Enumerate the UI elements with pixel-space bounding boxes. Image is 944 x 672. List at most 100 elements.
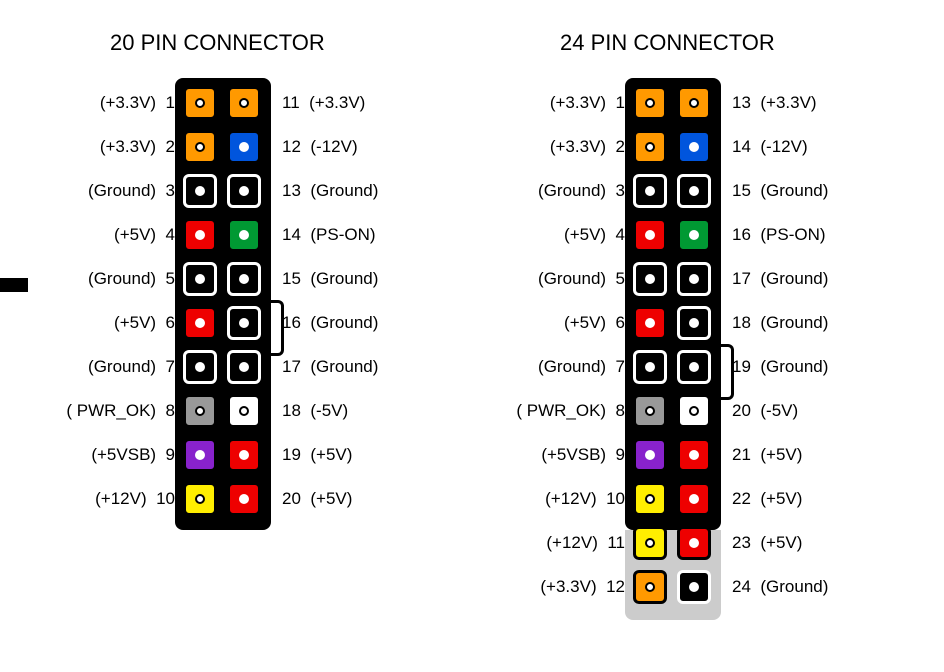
pin — [633, 262, 667, 296]
pin-hole — [689, 274, 699, 284]
pin-number: 24 — [732, 577, 751, 597]
pin — [183, 86, 217, 120]
pin-hole — [689, 142, 699, 152]
pin — [183, 482, 217, 516]
pin-number: 5 — [616, 269, 625, 289]
pin-number: 6 — [616, 313, 625, 333]
pin — [677, 526, 711, 560]
pin-signal: (-5V) — [310, 401, 348, 420]
pin — [183, 306, 217, 340]
pin-hole — [645, 406, 655, 416]
pin-label-left: (+5V) 6 — [564, 313, 625, 333]
pin — [633, 438, 667, 472]
pin-hole — [689, 538, 699, 548]
pin — [677, 262, 711, 296]
pin-signal: (+3.3V) — [309, 93, 365, 112]
pin-hole — [195, 318, 205, 328]
pin-hole — [239, 230, 249, 240]
pin-number: 19 — [732, 357, 751, 377]
pin-signal: (+3.3V) — [550, 137, 606, 156]
pin-number: 9 — [616, 445, 625, 465]
pin-label-left: (Ground) 7 — [538, 357, 625, 377]
pin — [183, 262, 217, 296]
pin-label-right: 19 (Ground) — [732, 357, 828, 377]
pin-label-left: (+5V) 6 — [114, 313, 175, 333]
pin-signal: (PS-ON) — [310, 225, 375, 244]
pin-signal: (-5V) — [760, 401, 798, 420]
pin-signal: (Ground) — [310, 357, 378, 376]
pin-number: 14 — [282, 225, 301, 245]
pin — [633, 570, 667, 604]
pin-label-left: (+3.3V) 2 — [550, 137, 625, 157]
pin — [183, 218, 217, 252]
pin-number: 9 — [166, 445, 175, 465]
pin-number: 7 — [616, 357, 625, 377]
pin-number: 17 — [732, 269, 751, 289]
pin-number: 7 — [166, 357, 175, 377]
pin-hole — [645, 186, 655, 196]
pin-signal: (+5V) — [310, 489, 352, 508]
pin-label-left: (Ground) 3 — [538, 181, 625, 201]
pin-number: 18 — [732, 313, 751, 333]
pin-hole — [645, 142, 655, 152]
pin-signal: ( PWR_OK) — [66, 401, 156, 420]
pin-hole — [689, 362, 699, 372]
pin-label-right: 15 (Ground) — [732, 181, 828, 201]
pin-label-left: (Ground) 3 — [88, 181, 175, 201]
pin-label-right: 12 (-12V) — [282, 137, 358, 157]
pin-hole — [195, 230, 205, 240]
pin-label-right: 21 (+5V) — [732, 445, 802, 465]
pin — [677, 130, 711, 164]
pin — [677, 438, 711, 472]
pin-label-right: 13 (+3.3V) — [732, 93, 817, 113]
pin-hole — [195, 494, 205, 504]
pin — [633, 218, 667, 252]
pin-number: 23 — [732, 533, 751, 553]
pin-hole — [645, 582, 655, 592]
pin — [227, 394, 261, 428]
pin-number: 3 — [166, 181, 175, 201]
pin-hole — [239, 450, 249, 460]
pin-label-left: (+5VSB) 9 — [91, 445, 175, 465]
pin — [633, 482, 667, 516]
pin-hole — [239, 362, 249, 372]
pin — [633, 526, 667, 560]
pin-number: 16 — [732, 225, 751, 245]
pin-hole — [195, 362, 205, 372]
pin-hole — [239, 186, 249, 196]
pin — [183, 130, 217, 164]
pin-label-right: 18 (-5V) — [282, 401, 348, 421]
pin — [183, 394, 217, 428]
pin-signal: (+5V) — [564, 225, 606, 244]
pin-signal: (Ground) — [310, 269, 378, 288]
pin-label-left: (Ground) 7 — [88, 357, 175, 377]
pin-hole — [689, 186, 699, 196]
pin-number: 20 — [732, 401, 751, 421]
pin — [227, 306, 261, 340]
pin-number: 1 — [616, 93, 625, 113]
pin-number: 22 — [732, 489, 751, 509]
pin — [227, 130, 261, 164]
pin-hole — [645, 230, 655, 240]
pin-label-left: (+5V) 4 — [114, 225, 175, 245]
pin-signal: (Ground) — [760, 269, 828, 288]
connector-title: 24 PIN CONNECTOR — [560, 30, 775, 56]
pin-label-left: (+5VSB) 9 — [541, 445, 625, 465]
pin-label-right: 19 (+5V) — [282, 445, 352, 465]
pin-label-right: 18 (Ground) — [732, 313, 828, 333]
pin-number: 15 — [732, 181, 751, 201]
pin-label-left: (+3.3V) 1 — [100, 93, 175, 113]
pin-label-left: (+3.3V) 12 — [540, 577, 625, 597]
pin-label-right: 14 (PS-ON) — [282, 225, 376, 245]
pin — [227, 350, 261, 384]
pin-signal: (+5V) — [114, 225, 156, 244]
pin-label-right: 16 (Ground) — [282, 313, 378, 333]
pin-hole — [689, 98, 699, 108]
pin-signal: (Ground) — [310, 313, 378, 332]
pin — [677, 350, 711, 384]
pin-signal: (+3.3V) — [550, 93, 606, 112]
pin-signal: (+3.3V) — [100, 137, 156, 156]
pin-label-left: (Ground) 5 — [88, 269, 175, 289]
pin — [677, 394, 711, 428]
pin-label-right: 17 (Ground) — [732, 269, 828, 289]
